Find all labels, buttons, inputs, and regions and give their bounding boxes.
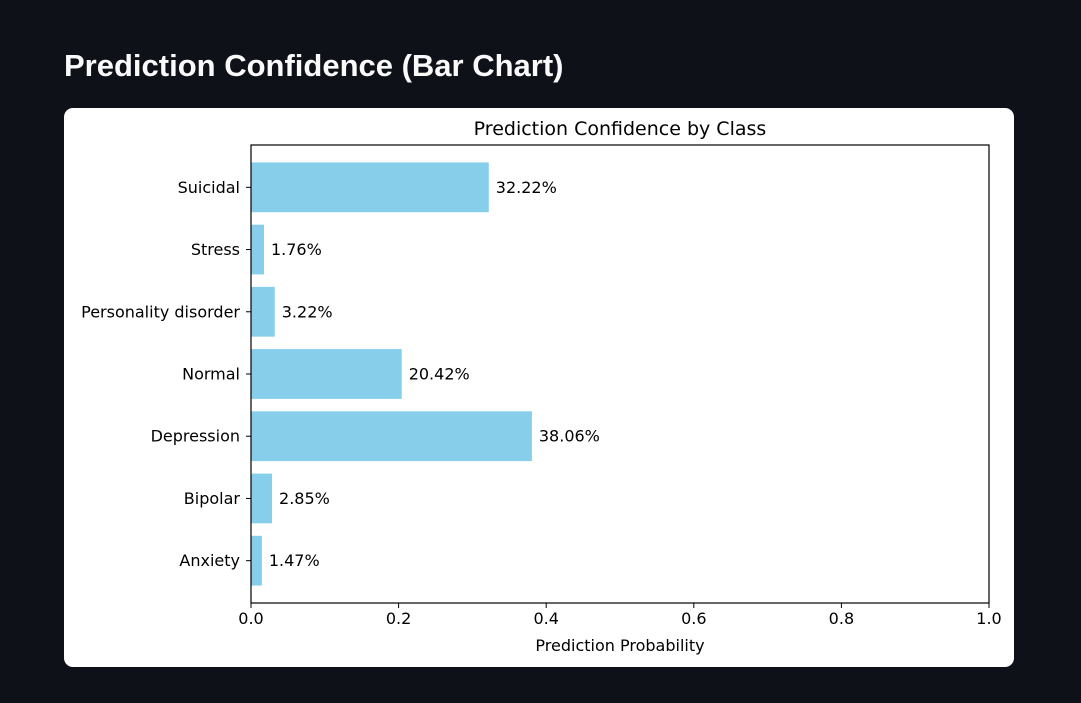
x-tick-label-4: 0.8 — [829, 609, 854, 628]
x-tick-label-1: 0.2 — [386, 609, 411, 628]
bar-stress — [251, 224, 264, 275]
y-tick-label-depression: Depression — [151, 427, 240, 446]
bar-normal — [251, 349, 402, 399]
x-tick-label-3: 0.6 — [681, 609, 706, 628]
value-label-stress: 1.76% — [271, 240, 322, 259]
y-tick-label-stress: Stress — [191, 240, 240, 259]
bar-chart: Prediction Confidence by Class 1.47% 2.85… — [81, 118, 1002, 655]
value-label-personality-disorder: 3.22% — [282, 302, 333, 321]
y-tick-label-normal: Normal — [182, 365, 240, 384]
bars-layer: 1.47% 2.85% 38.06% 20.42% 3.22% 1.76% 32.22% — [251, 162, 600, 586]
chart-card: Prediction Confidence by Class 1.47% 2.85… — [64, 108, 1014, 667]
plot-frame — [250, 144, 990, 604]
value-label-anxiety: 1.47% — [269, 551, 320, 570]
value-label-suicidal: 32.22% — [496, 178, 557, 197]
x-axis-label: Prediction Probability — [535, 636, 704, 655]
value-label-bipolar: 2.85% — [279, 489, 330, 508]
bar-bipolar — [251, 473, 273, 524]
x-tick-label-2: 0.4 — [533, 609, 558, 628]
bar-anxiety — [251, 535, 262, 586]
axes-layer: Anxiety Bipolar Depression Normal Personalit… — [81, 144, 1002, 628]
y-tick-label-suicidal: Suicidal — [178, 178, 240, 197]
x-tick-label-5: 1.0 — [976, 609, 1001, 628]
y-tick-label-personality-disorder: Personality disorder — [81, 302, 240, 321]
bar-depression — [251, 411, 532, 462]
value-label-depression: 38.06% — [539, 427, 600, 446]
value-label-normal: 20.42% — [409, 365, 470, 384]
chart-title: Prediction Confidence by Class — [474, 118, 767, 140]
y-tick-label-bipolar: Bipolar — [184, 489, 241, 508]
bar-suicidal — [251, 162, 489, 213]
x-tick-label-0: 0.0 — [238, 609, 263, 628]
page-title: Prediction Confidence (Bar Chart) — [64, 48, 564, 83]
bar-personality-disorder — [251, 286, 275, 337]
y-tick-label-anxiety: Anxiety — [179, 551, 240, 570]
